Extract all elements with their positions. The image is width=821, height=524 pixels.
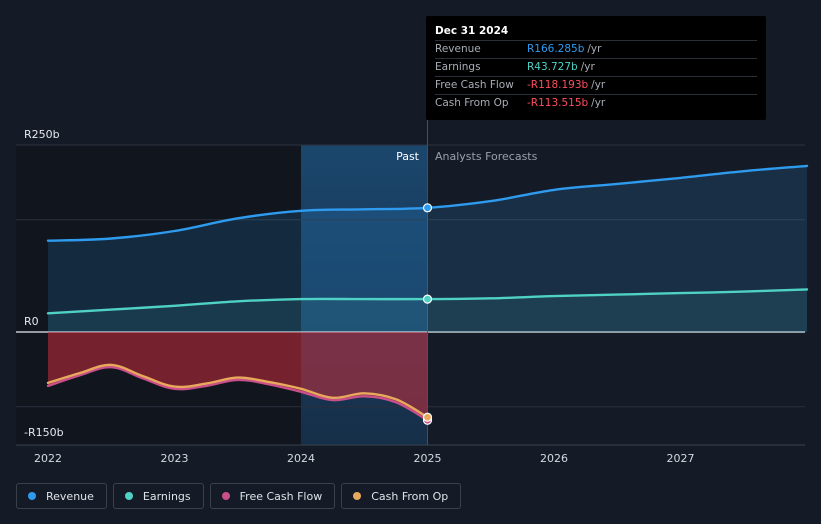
tooltip-row-value: -R113.515b xyxy=(527,97,589,109)
free-cash-flow-line xyxy=(46,365,429,422)
x-tick-label: 2024 xyxy=(287,452,315,465)
revenue-marker xyxy=(422,203,433,213)
tooltip-row: Cash From Op -R113.515b/yr xyxy=(435,95,757,112)
x-tick-label: 2022 xyxy=(34,452,62,465)
tooltip: Dec 31 2024 Revenue R166.285b/yr Earnings R… xyxy=(426,16,766,120)
legend-label: Earnings xyxy=(142,489,191,503)
y-tick-label: R250b xyxy=(24,128,60,141)
legend-dot-icon xyxy=(124,492,133,500)
earnings-marker xyxy=(422,294,433,304)
x-tick-label: 2023 xyxy=(161,452,189,465)
earnings-area xyxy=(48,289,807,332)
legend-label: Free Cash Flow xyxy=(239,489,323,503)
tooltip-row-unit: /yr xyxy=(591,97,606,109)
tooltip-row-unit: /yr xyxy=(580,61,595,73)
tooltip-row-value: -R118.193b xyxy=(527,79,589,91)
tooltip-row-name: Revenue xyxy=(435,43,481,55)
tooltip-row-name: Earnings xyxy=(435,61,481,73)
legend-item-free-cash-flow[interactable]: Free Cash Flow xyxy=(209,483,336,509)
tooltip-row: Revenue R166.285b/yr xyxy=(435,41,757,59)
tooltip-row-unit: /yr xyxy=(587,43,602,55)
past-label: Past xyxy=(396,150,420,163)
legend-item-earnings[interactable]: Earnings xyxy=(112,483,204,509)
legend: Revenue Earnings Free Cash Flow Cash From O… xyxy=(16,483,462,509)
tooltip-row-value: R43.727b xyxy=(527,61,578,73)
legend-dot-icon xyxy=(353,492,362,500)
legend-dot-icon xyxy=(28,492,36,500)
past-region xyxy=(16,145,301,445)
tooltip-row-name: Cash From Op xyxy=(435,97,509,109)
tooltip-row: Earnings R43.727b/yr xyxy=(435,59,757,77)
tooltip-row-name: Free Cash Flow xyxy=(435,79,514,91)
tooltip-row-value: R166.285b xyxy=(527,43,585,55)
y-tick-label: -R150b xyxy=(24,426,64,439)
legend-item-revenue[interactable]: Revenue xyxy=(16,483,107,509)
cash-from-op-marker xyxy=(422,412,433,422)
x-tick-label: 2025 xyxy=(414,452,442,465)
tooltip-row: Free Cash Flow -R118.193b/yr xyxy=(435,77,757,95)
tooltip-date: Dec 31 2024 xyxy=(435,23,757,41)
legend-dot-icon xyxy=(221,492,230,500)
legend-item-cash-from-op[interactable]: Cash From Op xyxy=(341,483,462,509)
y-tick-label: R0 xyxy=(24,315,39,328)
x-tick-label: 2027 xyxy=(667,452,695,465)
x-tick-label: 2026 xyxy=(540,452,568,465)
cash-from-op-line xyxy=(46,363,429,419)
revenue-area xyxy=(48,165,807,332)
forecast-label: Analysts Forecasts xyxy=(435,150,538,163)
tooltip-row-unit: /yr xyxy=(591,79,606,91)
legend-label: Revenue xyxy=(46,489,94,503)
legend-label: Cash From Op xyxy=(371,489,449,503)
